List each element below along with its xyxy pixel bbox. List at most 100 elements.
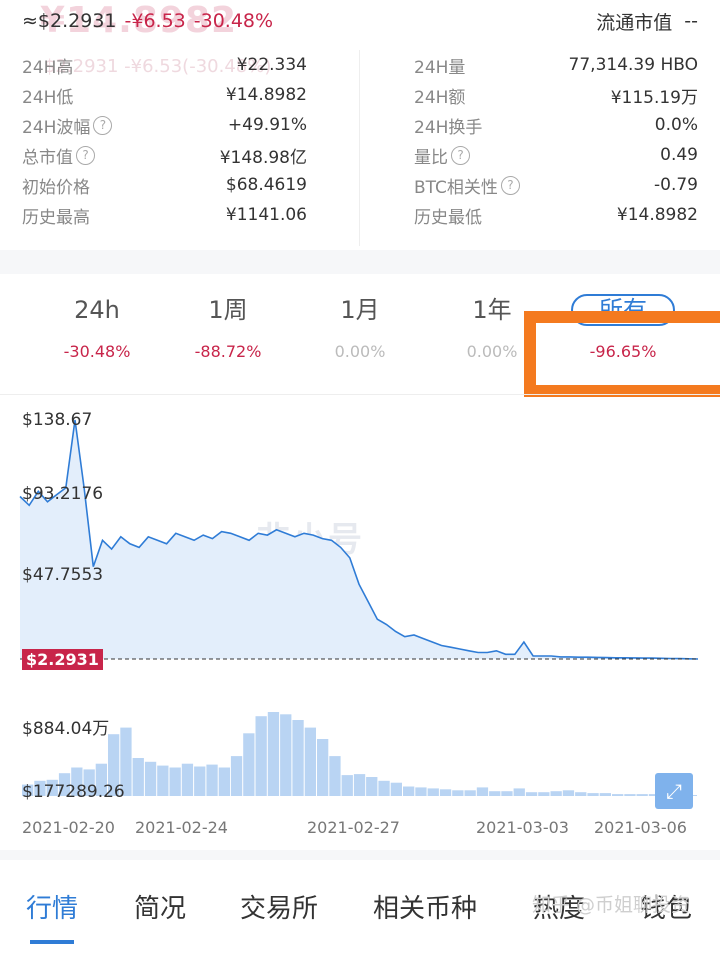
volume-bar — [489, 791, 501, 796]
price-header: ≈$2.2931 -¥6.53 -30.48% — [22, 6, 273, 36]
period-label: 1月 — [340, 296, 380, 324]
stat-label: BTC相关性 — [414, 177, 498, 198]
stats-panel: 24H高 ¥22.334 24H低 ¥14.8982 24H波幅? +49.91% 总… — [0, 50, 720, 246]
date-tick: 2021-02-20 — [22, 818, 115, 837]
stat-row: 24H高 ¥22.334 — [22, 50, 307, 80]
date-tick: 2021-03-06 — [594, 818, 687, 837]
stat-value: 0.0% — [654, 115, 698, 135]
stat-row: 总市值? ¥148.98亿 — [22, 140, 307, 170]
volume-bar — [439, 789, 452, 796]
stat-value: +49.91% — [227, 115, 307, 135]
stat-row: 历史最低 ¥14.8982 — [414, 200, 698, 230]
stat-row: 24H量 77,314.39 HBO — [414, 50, 698, 80]
date-axis: 2021-02-20 2021-02-24 2021-02-27 2021-03… — [0, 818, 720, 842]
price-chart-svg — [19, 419, 699, 660]
stat-row: 24H低 ¥14.8982 — [22, 80, 307, 110]
expand-icon[interactable]: ⤢ — [655, 773, 693, 809]
tab-exchanges[interactable]: 交易所 — [240, 894, 319, 924]
stat-row: 历史最高 ¥1141.06 — [22, 200, 307, 230]
help-icon[interactable]: ? — [93, 115, 113, 135]
stat-row: 量比? 0.49 — [414, 140, 698, 170]
volume-bar — [157, 765, 169, 796]
period-tab-1y[interactable]: 1年 0.00% — [427, 280, 557, 361]
stat-label-wrap: BTC相关性? — [414, 173, 520, 198]
stat-value: $68.4619 — [225, 175, 307, 195]
period-tabs: 24h -30.48% 1周 -88.72% 1月 0.00% 1年 0.00%… — [0, 280, 720, 392]
period-tab-1m[interactable]: 1月 0.00% — [295, 280, 425, 361]
volume-axis-label: $177289.26 — [22, 782, 125, 802]
volume-bar — [230, 756, 243, 796]
stat-value: ¥115.19万 — [610, 87, 698, 108]
volume-bar — [378, 780, 390, 796]
period-tab-1w[interactable]: 1周 -88.72% — [163, 280, 293, 361]
volume-bar — [267, 712, 280, 796]
period-change: -30.48% — [63, 342, 131, 361]
stat-label-wrap: 24H波幅? — [22, 113, 113, 138]
stat-row: 24H换手 0.0% — [414, 110, 698, 140]
stat-value: ¥1141.06 — [225, 205, 307, 225]
faded-ghost-subline: $2.2931 -¥6.53(-30.48%) — [44, 56, 272, 77]
stat-label: 历史最低 — [414, 207, 482, 228]
stat-row: 24H波幅? +49.91% — [22, 110, 307, 140]
volume-bar — [58, 773, 71, 796]
help-icon[interactable]: ? — [500, 175, 520, 195]
help-icon[interactable]: ? — [451, 145, 470, 165]
faded-ghost-price: ¥14.8982 — [40, 0, 238, 41]
volume-bar — [550, 791, 562, 796]
stat-label: 24H波幅 — [22, 117, 91, 138]
stat-value: ¥14.8982 — [616, 205, 698, 225]
column-divider — [359, 50, 360, 246]
stat-row: BTC相关性? -0.79 — [414, 170, 698, 200]
period-change: -96.65% — [589, 342, 657, 361]
volume-bar — [624, 794, 636, 796]
volume-bar — [415, 787, 427, 796]
market-cap-value: -- — [684, 10, 698, 32]
tab-overview[interactable]: 简况 — [134, 894, 187, 924]
volume-bar — [636, 794, 648, 796]
price-chart[interactable]: 非小号 $138.67 $93.2176 $47.7553 $2.2931 — [0, 396, 720, 696]
volume-bar — [34, 780, 46, 796]
stat-label-wrap: 总市值? — [22, 143, 95, 168]
tab-wallet[interactable]: 钱包 — [640, 894, 693, 924]
stat-label: 初始价格 — [22, 177, 90, 198]
stats-right-column: 24H量 77,314.39 HBO 24H额 ¥115.19万 24H换手 0.0%… — [414, 50, 698, 230]
period-tab-24h[interactable]: 24h -30.48% — [32, 280, 162, 361]
volume-bar — [132, 758, 144, 796]
stat-label: 24H高 — [22, 57, 74, 78]
volume-bar — [599, 793, 611, 796]
volume-bar — [427, 788, 439, 796]
volume-bar — [169, 767, 181, 796]
volume-bar — [587, 793, 599, 796]
tab-market[interactable]: 行情 — [26, 894, 79, 924]
volume-bar — [525, 792, 538, 796]
price-change-abs: -¥6.53 — [124, 10, 186, 32]
volume-bar — [317, 739, 329, 796]
period-label: 1年 — [472, 296, 512, 324]
volume-bar — [353, 774, 366, 796]
stat-value: 0.49 — [660, 145, 698, 165]
stat-value: ¥14.8982 — [225, 85, 307, 105]
volume-bar — [218, 767, 230, 796]
period-label: 1周 — [208, 296, 248, 324]
volume-bar — [181, 763, 194, 796]
price-series-line — [19, 419, 699, 660]
volume-bar — [83, 769, 95, 796]
tab-related-coins[interactable]: 相关币种 — [373, 894, 478, 924]
price-axis-label: $138.67 — [22, 410, 93, 430]
stat-label: 历史最高 — [22, 207, 90, 228]
volume-bar — [120, 727, 132, 796]
volume-bar — [452, 790, 464, 796]
volume-bar — [108, 734, 120, 796]
tab-popularity[interactable]: 热度 — [533, 894, 586, 924]
volume-bar — [243, 733, 255, 796]
stat-label: 量比 — [414, 147, 448, 168]
stat-value: 77,314.39 HBO — [568, 55, 698, 75]
stat-value: ¥22.334 — [236, 55, 307, 75]
help-icon[interactable]: ? — [76, 145, 95, 165]
volume-bar — [329, 756, 341, 796]
volume-bar — [562, 790, 575, 796]
stat-row: 24H额 ¥115.19万 — [414, 80, 698, 110]
price-area-fill — [20, 420, 698, 659]
stat-label: 24H额 — [414, 87, 466, 108]
volume-bar — [612, 794, 624, 796]
